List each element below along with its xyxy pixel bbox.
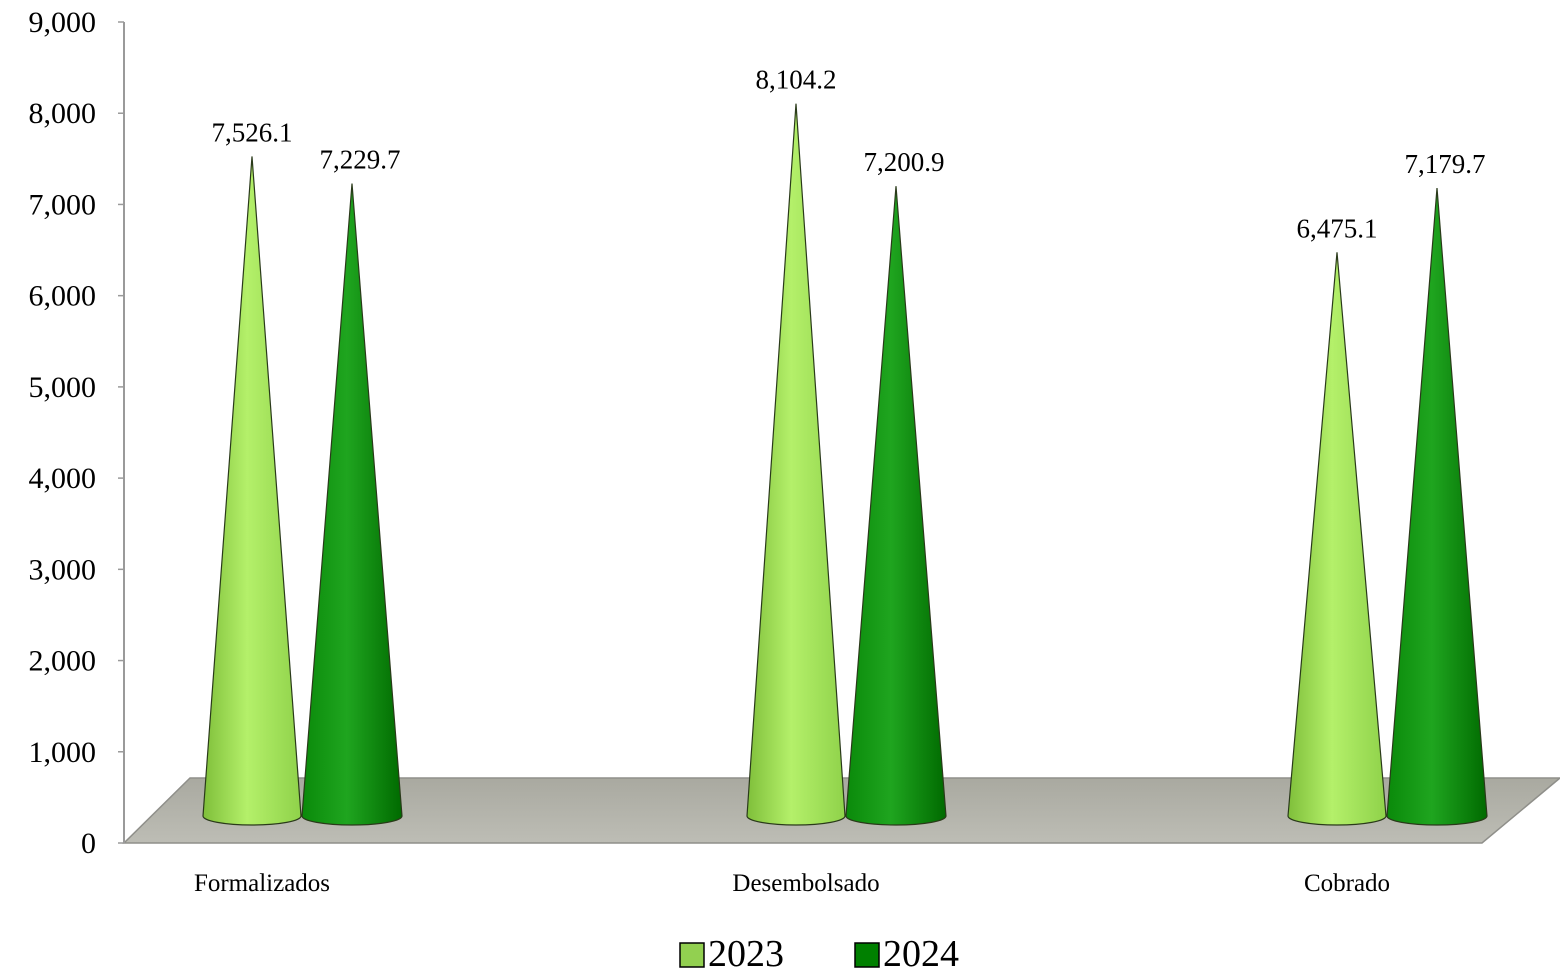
plot-area bbox=[202, 103, 1488, 826]
y-tick-label: 5,000 bbox=[29, 371, 97, 404]
data-label: 7,200.9 bbox=[864, 147, 945, 177]
y-tick-label: 6,000 bbox=[29, 280, 97, 313]
data-label: 7,179.7 bbox=[1405, 149, 1486, 179]
y-tick-label: 1,000 bbox=[29, 736, 97, 769]
y-tick-label: 0 bbox=[81, 827, 96, 860]
cone-2023-formalizados bbox=[202, 156, 302, 826]
cone-2024-cobrado bbox=[1386, 188, 1488, 826]
legend-swatch bbox=[679, 942, 705, 968]
cone-2023-desembolsado bbox=[746, 103, 846, 826]
legend-item-2023: 2023 bbox=[679, 933, 784, 974]
y-tick-label: 3,000 bbox=[29, 553, 97, 586]
legend-swatch bbox=[854, 942, 880, 968]
y-tick-label: 8,000 bbox=[29, 97, 97, 130]
x-tick-label: Cobrado bbox=[1304, 870, 1390, 897]
legend-item-2024: 2024 bbox=[854, 933, 959, 974]
x-tick-label: Formalizados bbox=[194, 870, 330, 897]
legend-label: 2023 bbox=[708, 933, 784, 969]
y-tick-label: 9,000 bbox=[29, 6, 97, 39]
cone-2023-cobrado bbox=[1287, 252, 1387, 826]
x-tick-label: Desembolsado bbox=[732, 870, 879, 897]
data-labels: 7,526.1 7,229.7 8,104.2 7,200.9 6,475.1 7,179… bbox=[212, 65, 1486, 244]
cone-2024-formalizados bbox=[301, 183, 403, 826]
y-tick-label: 2,000 bbox=[29, 645, 97, 678]
cone-2024-desembolsado bbox=[845, 186, 947, 826]
legend: 2023 2024 bbox=[679, 933, 959, 974]
y-tick-label: 4,000 bbox=[29, 462, 97, 495]
legend-label: 2024 bbox=[883, 933, 959, 969]
data-label: 7,526.1 bbox=[212, 117, 293, 147]
x-axis-labels: Formalizados Desembolsado Cobrado bbox=[194, 870, 1390, 897]
y-axis: 0 1,000 2,000 3,000 4,000 5,000 6,000 7,000 8,00… bbox=[29, 6, 125, 860]
data-label: 8,104.2 bbox=[756, 65, 837, 95]
data-label: 7,229.7 bbox=[320, 144, 401, 174]
data-label: 6,475.1 bbox=[1297, 213, 1378, 243]
y-tick-label: 7,000 bbox=[29, 188, 97, 221]
